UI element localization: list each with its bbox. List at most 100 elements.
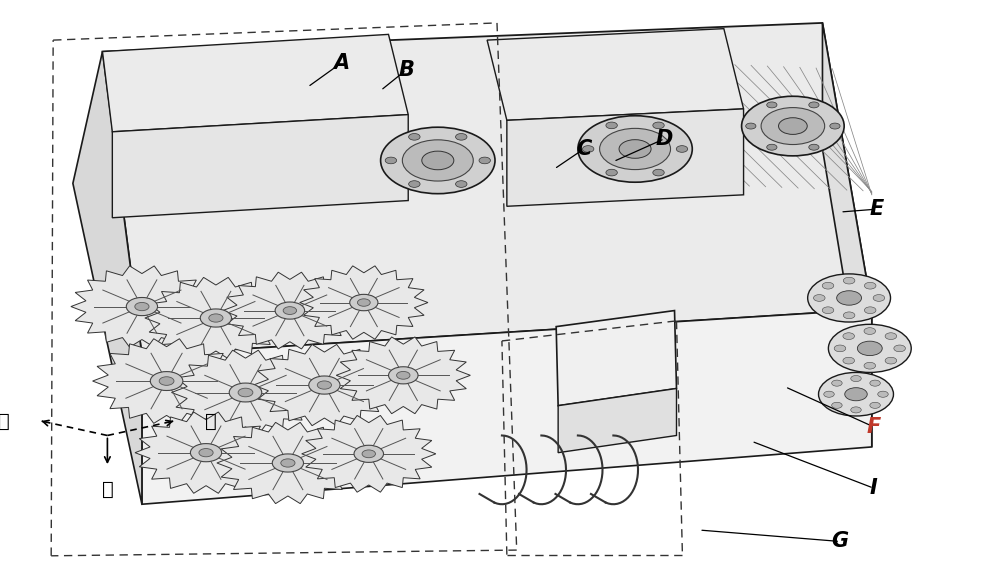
Circle shape bbox=[350, 295, 378, 311]
Circle shape bbox=[767, 144, 777, 150]
Circle shape bbox=[397, 371, 410, 379]
Polygon shape bbox=[73, 52, 142, 504]
Circle shape bbox=[159, 377, 174, 386]
Circle shape bbox=[746, 123, 756, 129]
Circle shape bbox=[843, 277, 855, 284]
Circle shape bbox=[199, 449, 213, 457]
Circle shape bbox=[779, 117, 807, 135]
Circle shape bbox=[864, 307, 876, 313]
Circle shape bbox=[832, 402, 842, 409]
Circle shape bbox=[272, 454, 304, 472]
Polygon shape bbox=[556, 311, 676, 406]
Circle shape bbox=[870, 402, 880, 409]
Circle shape bbox=[456, 180, 467, 187]
Circle shape bbox=[456, 134, 467, 140]
Circle shape bbox=[200, 309, 232, 327]
Polygon shape bbox=[217, 422, 359, 504]
Polygon shape bbox=[135, 412, 277, 493]
Circle shape bbox=[851, 375, 861, 382]
Circle shape bbox=[824, 391, 834, 397]
Polygon shape bbox=[93, 339, 241, 423]
Text: 上: 上 bbox=[102, 480, 113, 500]
Circle shape bbox=[402, 140, 473, 181]
Polygon shape bbox=[302, 415, 436, 492]
Circle shape bbox=[281, 459, 295, 467]
Text: G: G bbox=[832, 532, 849, 551]
Circle shape bbox=[742, 96, 844, 156]
Circle shape bbox=[808, 274, 891, 322]
Circle shape bbox=[832, 380, 842, 386]
Circle shape bbox=[809, 102, 819, 108]
Circle shape bbox=[813, 295, 825, 301]
Circle shape bbox=[822, 307, 834, 313]
Circle shape bbox=[309, 376, 340, 394]
Circle shape bbox=[864, 328, 876, 335]
Polygon shape bbox=[112, 115, 408, 218]
Circle shape bbox=[362, 450, 375, 458]
Circle shape bbox=[676, 146, 688, 152]
Polygon shape bbox=[223, 272, 357, 349]
Circle shape bbox=[843, 333, 855, 339]
Circle shape bbox=[238, 388, 253, 397]
Circle shape bbox=[606, 122, 617, 129]
Text: F: F bbox=[867, 417, 881, 437]
Polygon shape bbox=[336, 337, 470, 414]
Circle shape bbox=[619, 140, 651, 158]
Circle shape bbox=[209, 314, 223, 322]
Text: E: E bbox=[870, 199, 884, 219]
Circle shape bbox=[578, 116, 692, 182]
Circle shape bbox=[857, 341, 882, 356]
Circle shape bbox=[653, 122, 664, 129]
Text: 左: 左 bbox=[205, 411, 217, 430]
Circle shape bbox=[275, 302, 305, 319]
Circle shape bbox=[885, 333, 897, 339]
Text: 前: 前 bbox=[0, 411, 10, 430]
Polygon shape bbox=[253, 344, 395, 426]
Circle shape bbox=[317, 381, 331, 389]
Circle shape bbox=[409, 134, 420, 140]
Text: D: D bbox=[656, 129, 673, 148]
Circle shape bbox=[126, 297, 158, 316]
Polygon shape bbox=[102, 23, 872, 355]
Circle shape bbox=[600, 128, 671, 170]
Polygon shape bbox=[822, 23, 872, 447]
Circle shape bbox=[150, 372, 183, 391]
Circle shape bbox=[135, 303, 149, 311]
Circle shape bbox=[283, 307, 297, 315]
Circle shape bbox=[606, 169, 617, 176]
Polygon shape bbox=[142, 309, 872, 504]
Polygon shape bbox=[71, 266, 213, 347]
Polygon shape bbox=[558, 388, 676, 453]
Circle shape bbox=[422, 151, 454, 170]
Circle shape bbox=[837, 291, 862, 305]
Circle shape bbox=[809, 144, 819, 150]
Circle shape bbox=[385, 157, 397, 164]
Text: A: A bbox=[333, 53, 349, 73]
Polygon shape bbox=[487, 29, 744, 120]
Circle shape bbox=[822, 282, 834, 289]
Circle shape bbox=[870, 380, 880, 386]
Circle shape bbox=[229, 383, 262, 402]
Circle shape bbox=[830, 123, 840, 129]
Circle shape bbox=[864, 362, 876, 369]
Circle shape bbox=[819, 372, 893, 416]
Circle shape bbox=[381, 127, 495, 194]
Circle shape bbox=[873, 295, 885, 301]
Circle shape bbox=[843, 358, 855, 364]
Text: C: C bbox=[576, 139, 591, 159]
Circle shape bbox=[851, 407, 861, 413]
Circle shape bbox=[885, 358, 897, 364]
Circle shape bbox=[190, 444, 222, 462]
Circle shape bbox=[354, 445, 384, 462]
Circle shape bbox=[864, 282, 876, 289]
Circle shape bbox=[845, 388, 867, 401]
Polygon shape bbox=[102, 34, 408, 132]
Circle shape bbox=[761, 108, 825, 144]
Circle shape bbox=[582, 146, 594, 152]
Circle shape bbox=[653, 169, 664, 176]
Circle shape bbox=[828, 324, 911, 372]
Circle shape bbox=[767, 102, 777, 108]
Text: B: B bbox=[398, 60, 414, 80]
Polygon shape bbox=[507, 109, 744, 206]
Polygon shape bbox=[145, 277, 287, 359]
